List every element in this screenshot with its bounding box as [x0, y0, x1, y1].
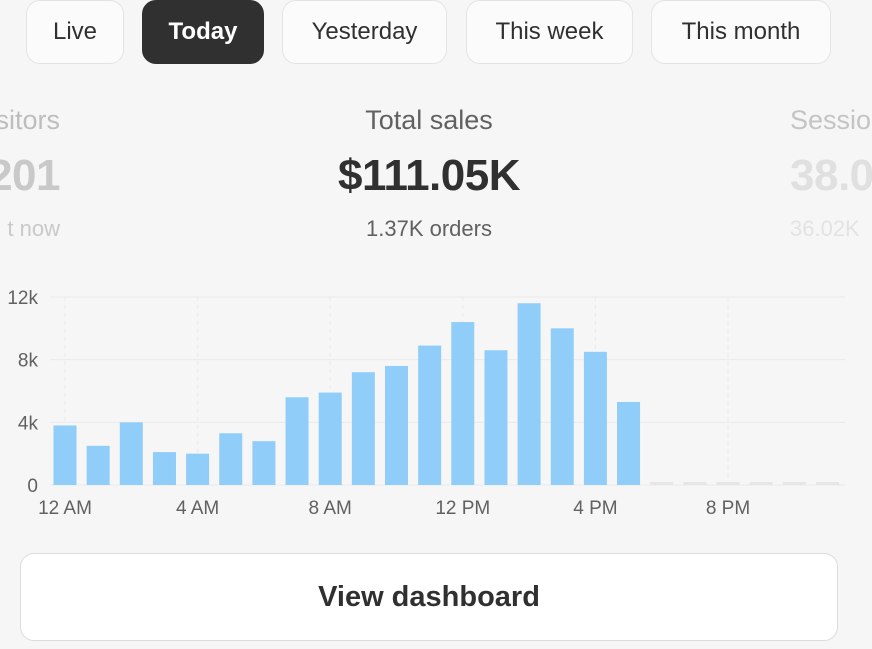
x-tick-label: 12 AM: [38, 498, 92, 519]
tab-this-week[interactable]: This week: [466, 0, 633, 64]
bar-placeholder: [815, 482, 839, 485]
bar-placeholder: [716, 482, 740, 485]
sales-by-hour-chart: 0 4k 8k 12k 12 AM 4 AM 8 AM 12 PM 4 PM 8 PM: [7, 288, 845, 519]
bar: [451, 322, 475, 485]
bar-placeholder: [749, 482, 773, 485]
x-tick-label: 4 PM: [573, 498, 617, 519]
visitors-value: 201: [0, 151, 61, 200]
y-tick-label: 8k: [18, 351, 39, 372]
bar-placeholder: [650, 482, 674, 485]
date-range-tabs: Live Today Yesterday This week This mont…: [0, 0, 872, 66]
bar: [219, 433, 243, 485]
bar-placeholder: [782, 482, 806, 485]
y-tick-label: 12k: [7, 288, 38, 309]
visitors-label: sitors: [0, 105, 60, 135]
bar: [385, 365, 408, 485]
bar: [318, 392, 342, 485]
bar: [351, 372, 375, 485]
sessions-value: 38.0: [790, 151, 872, 200]
tab-today[interactable]: Today: [142, 0, 264, 64]
total-sales-value: $111.05K: [338, 151, 520, 200]
bar-placeholder: [683, 482, 707, 485]
bar: [152, 452, 176, 485]
bar: [418, 345, 442, 485]
tab-yesterday[interactable]: Yesterday: [282, 0, 447, 64]
orders-count: 1.37K orders: [366, 216, 492, 241]
bar: [53, 425, 77, 485]
view-dashboard-button[interactable]: View dashboard: [20, 553, 838, 641]
bar: [119, 422, 143, 485]
bar: [186, 453, 210, 485]
total-sales-label: Total sales: [365, 105, 493, 135]
bar: [252, 441, 276, 485]
bar: [517, 303, 541, 485]
visitors-sub: t now: [7, 216, 60, 241]
x-tick-label: 8 AM: [309, 498, 352, 519]
bar: [550, 328, 574, 485]
sessions-label: Sessio: [790, 105, 872, 135]
total-sales-metric[interactable]: Total sales $111.05K 1.37K orders: [279, 100, 579, 246]
y-tick-label: 4k: [18, 413, 39, 434]
tab-this-month[interactable]: This month: [651, 0, 831, 64]
visitors-metric[interactable]: sitors 201 t now: [0, 100, 61, 246]
y-tick-label: 0: [27, 476, 38, 497]
bar: [484, 350, 508, 485]
x-tick-label: 12 PM: [435, 498, 490, 519]
tab-live[interactable]: Live: [26, 0, 124, 64]
sessions-sub: 36.02K: [790, 216, 860, 241]
x-tick-label: 8 PM: [706, 498, 750, 519]
sessions-metric[interactable]: Sessio 38.0 36.02K: [790, 100, 872, 246]
bar: [86, 445, 110, 485]
bar: [285, 397, 309, 485]
bar: [617, 401, 641, 485]
bar: [583, 351, 607, 485]
x-tick-label: 4 AM: [176, 498, 219, 519]
